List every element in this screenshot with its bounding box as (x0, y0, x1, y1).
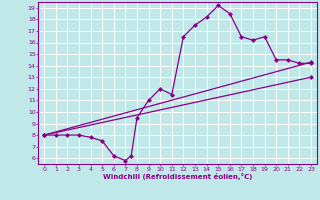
X-axis label: Windchill (Refroidissement éolien,°C): Windchill (Refroidissement éolien,°C) (103, 173, 252, 180)
